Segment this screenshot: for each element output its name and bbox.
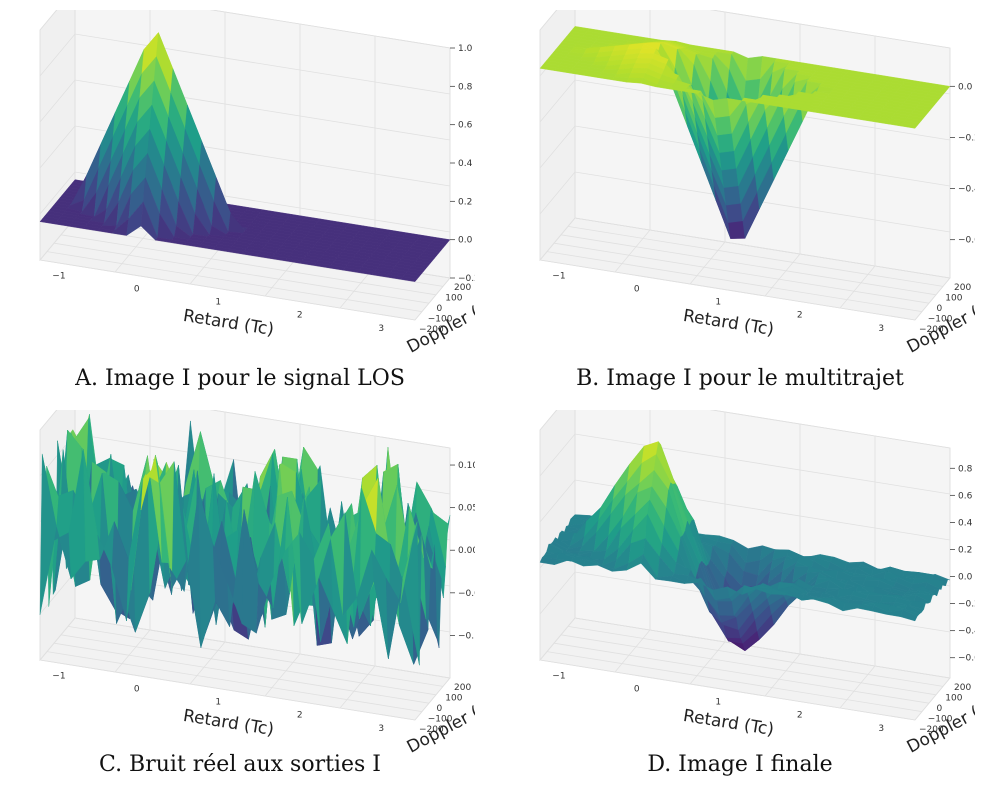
caption-a: A. Image I pour le signal LOS: [75, 366, 405, 391]
z-tick-label: 1.0: [458, 44, 473, 54]
y-tick-label: 200: [954, 283, 971, 293]
x-tick-label: 2: [297, 711, 303, 721]
y-tick-label: 100: [945, 294, 962, 304]
y-tick-label: −100: [428, 715, 453, 725]
x-axis-label: Retard (Tc): [682, 306, 776, 340]
chart-panel-d: −0.6 −0.4 −0.2 0.0 0.2 0.4 0.6 0.8 −1 0 1 2 3 −200−10…: [505, 410, 975, 755]
z-tick-label: 0.4: [458, 159, 473, 169]
y-tick-label: −200: [419, 325, 444, 335]
z-tick-label: 0.2: [458, 197, 472, 207]
caption-c: C. Bruit réel aux sorties I: [99, 752, 381, 777]
x-tick-label: 1: [215, 298, 221, 308]
x-tick-label: 2: [797, 311, 803, 321]
chart-panel-a: −0.20.00.20.40.60.81.0−10123−200−1000100…: [5, 10, 475, 355]
z-tick-label: 0.4: [958, 518, 973, 528]
x-tick-label: 1: [715, 698, 721, 708]
x-tick-label: −1: [52, 272, 65, 282]
x-tick-label: 0: [134, 285, 140, 295]
z-tick-label: 0.05: [458, 504, 475, 514]
x-tick-label: 3: [378, 324, 384, 334]
x-axis-label: Retard (Tc): [182, 706, 276, 740]
z-tick-label: −0.2: [958, 133, 975, 143]
z-tick-label: −0.6: [958, 236, 975, 246]
chart-panel-b: −0.6−0.4−0.20.0−10123−200−1000100200Reta…: [505, 10, 975, 355]
z-tick-label: 0.6: [458, 121, 473, 131]
x-tick-label: 1: [715, 298, 721, 308]
z-tick-label: 0.0: [958, 82, 973, 92]
chart-panel-c: −0.10−0.050.000.050.10−10123−200−1000100…: [5, 410, 475, 755]
x-tick-label: 3: [878, 724, 884, 734]
x-tick-label: 0: [134, 685, 140, 695]
surface: [539, 26, 951, 240]
x-axis-label: Retard (Tc): [182, 306, 276, 340]
z-tick-label: 0.8: [458, 82, 473, 92]
y-tick-label: 0: [437, 304, 443, 314]
y-tick-label: 200: [954, 683, 971, 693]
y-tick-label: −100: [928, 315, 953, 325]
z-tick-label: −0.10: [458, 631, 475, 641]
x-tick-label: 2: [297, 311, 303, 321]
z-tick-label: 0.6: [958, 491, 973, 501]
x-tick-label: 1: [215, 698, 221, 708]
surface: [39, 414, 451, 666]
y-tick-label: −200: [919, 725, 944, 735]
z-tick-label: −0.05: [458, 589, 475, 599]
x-tick-label: 3: [878, 324, 884, 334]
x-tick-label: −1: [552, 672, 565, 682]
y-tick-label: 100: [445, 694, 462, 704]
z-tick-label: −0.6: [958, 654, 975, 664]
y-tick-label: −100: [928, 715, 953, 725]
y-tick-label: 200: [454, 283, 471, 293]
y-tick-label: −100: [428, 315, 453, 325]
caption-b: B. Image I pour le multitrajet: [576, 366, 904, 391]
x-tick-label: 3: [378, 724, 384, 734]
caption-d: D. Image I finale: [647, 752, 833, 777]
z-tick-label: −0.4: [958, 627, 975, 637]
surface-plot-b: −0.6−0.4−0.20.0−10123−200−1000100200Reta…: [539, 10, 975, 355]
surface-plot-a: −0.20.00.20.40.60.81.0−10123−200−1000100…: [39, 10, 475, 355]
x-tick-label: −1: [52, 672, 65, 682]
surface: [39, 31, 451, 282]
x-axis-label: Retard (Tc): [682, 706, 776, 740]
x-tick-label: −1: [552, 272, 565, 282]
y-tick-label: 100: [445, 294, 462, 304]
y-tick-label: −200: [419, 725, 444, 735]
surface: [539, 441, 951, 652]
z-tick-label: 0.00: [458, 546, 475, 556]
y-tick-label: 0: [437, 704, 443, 714]
y-tick-label: 100: [945, 694, 962, 704]
z-tick-label: 0.2: [958, 545, 972, 555]
z-tick-label: 0.0: [958, 573, 973, 583]
x-tick-label: 0: [634, 685, 640, 695]
x-tick-label: 2: [797, 711, 803, 721]
y-tick-label: 0: [937, 304, 943, 314]
z-tick-label: −0.2: [458, 274, 475, 284]
z-tick-label: −0.4: [958, 185, 975, 195]
surface-plot-d: −0.6 −0.4 −0.2 0.0 0.2 0.4 0.6 0.8 −1 0 1 2 3 −200−10…: [539, 410, 975, 755]
y-tick-label: 200: [454, 683, 471, 693]
z-tick-label: 0.0: [458, 236, 473, 246]
z-tick-label: −0.2: [958, 600, 975, 610]
x-tick-label: 0: [634, 285, 640, 295]
y-tick-label: −200: [919, 325, 944, 335]
y-tick-label: 0: [937, 704, 943, 714]
z-tick-label: 0.8: [958, 464, 973, 474]
z-tick-label: 0.10: [458, 461, 475, 471]
surface-plot-c: −0.10−0.050.000.050.10−10123−200−1000100…: [39, 410, 475, 755]
